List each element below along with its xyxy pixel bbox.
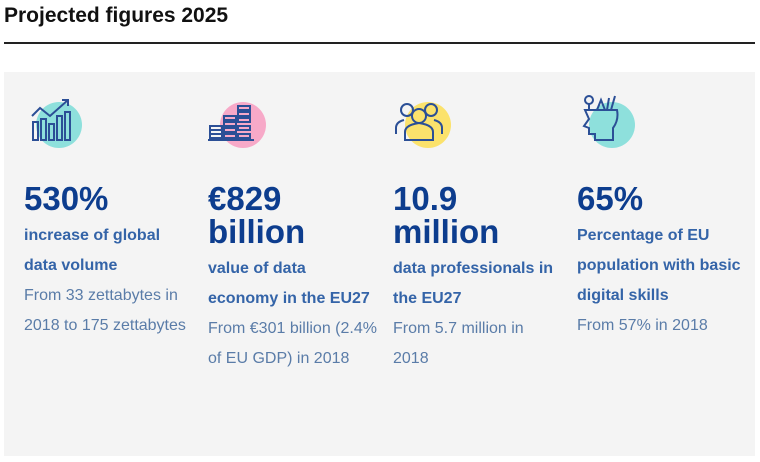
figure-label: Percentage of EU population with basic d… xyxy=(577,227,741,304)
figure-value: €829 billion xyxy=(208,180,306,250)
coin-stacks-icon xyxy=(208,92,268,152)
growth-chart-icon xyxy=(24,92,84,152)
figure-value: 10.9 million xyxy=(393,180,500,250)
figure-card-digital-skills: 65% Percentage of EU population with bas… xyxy=(577,92,747,341)
page-title: Projected figures 2025 xyxy=(4,4,229,27)
figure-detail: From 33 zettabytes in 2018 to 175 zettab… xyxy=(24,287,186,334)
figure-label: data professionals in the EU27 xyxy=(393,260,554,307)
figure-detail: From 57% in 2018 xyxy=(577,317,708,334)
figure-card-data-volume: 530% increase of global data volume From… xyxy=(24,92,194,341)
professionals-group-icon xyxy=(393,92,453,152)
figure-detail: From 5.7 million in 2018 xyxy=(393,320,524,367)
figure-value: 530% xyxy=(24,180,109,217)
divider xyxy=(4,42,755,44)
figure-label: increase of global data volume xyxy=(24,227,161,274)
head-skills-icon xyxy=(577,92,637,152)
figure-card-data-economy: €829 billion value of data economy in th… xyxy=(208,92,378,374)
figure-card-data-professionals: 10.9 million data professionals in the E… xyxy=(393,92,563,374)
figure-detail: From €301 billion (2.4% of EU GDP) in 20… xyxy=(208,320,377,367)
figure-label: value of data economy in the EU27 xyxy=(208,260,370,307)
figure-value: 65% xyxy=(577,180,644,217)
